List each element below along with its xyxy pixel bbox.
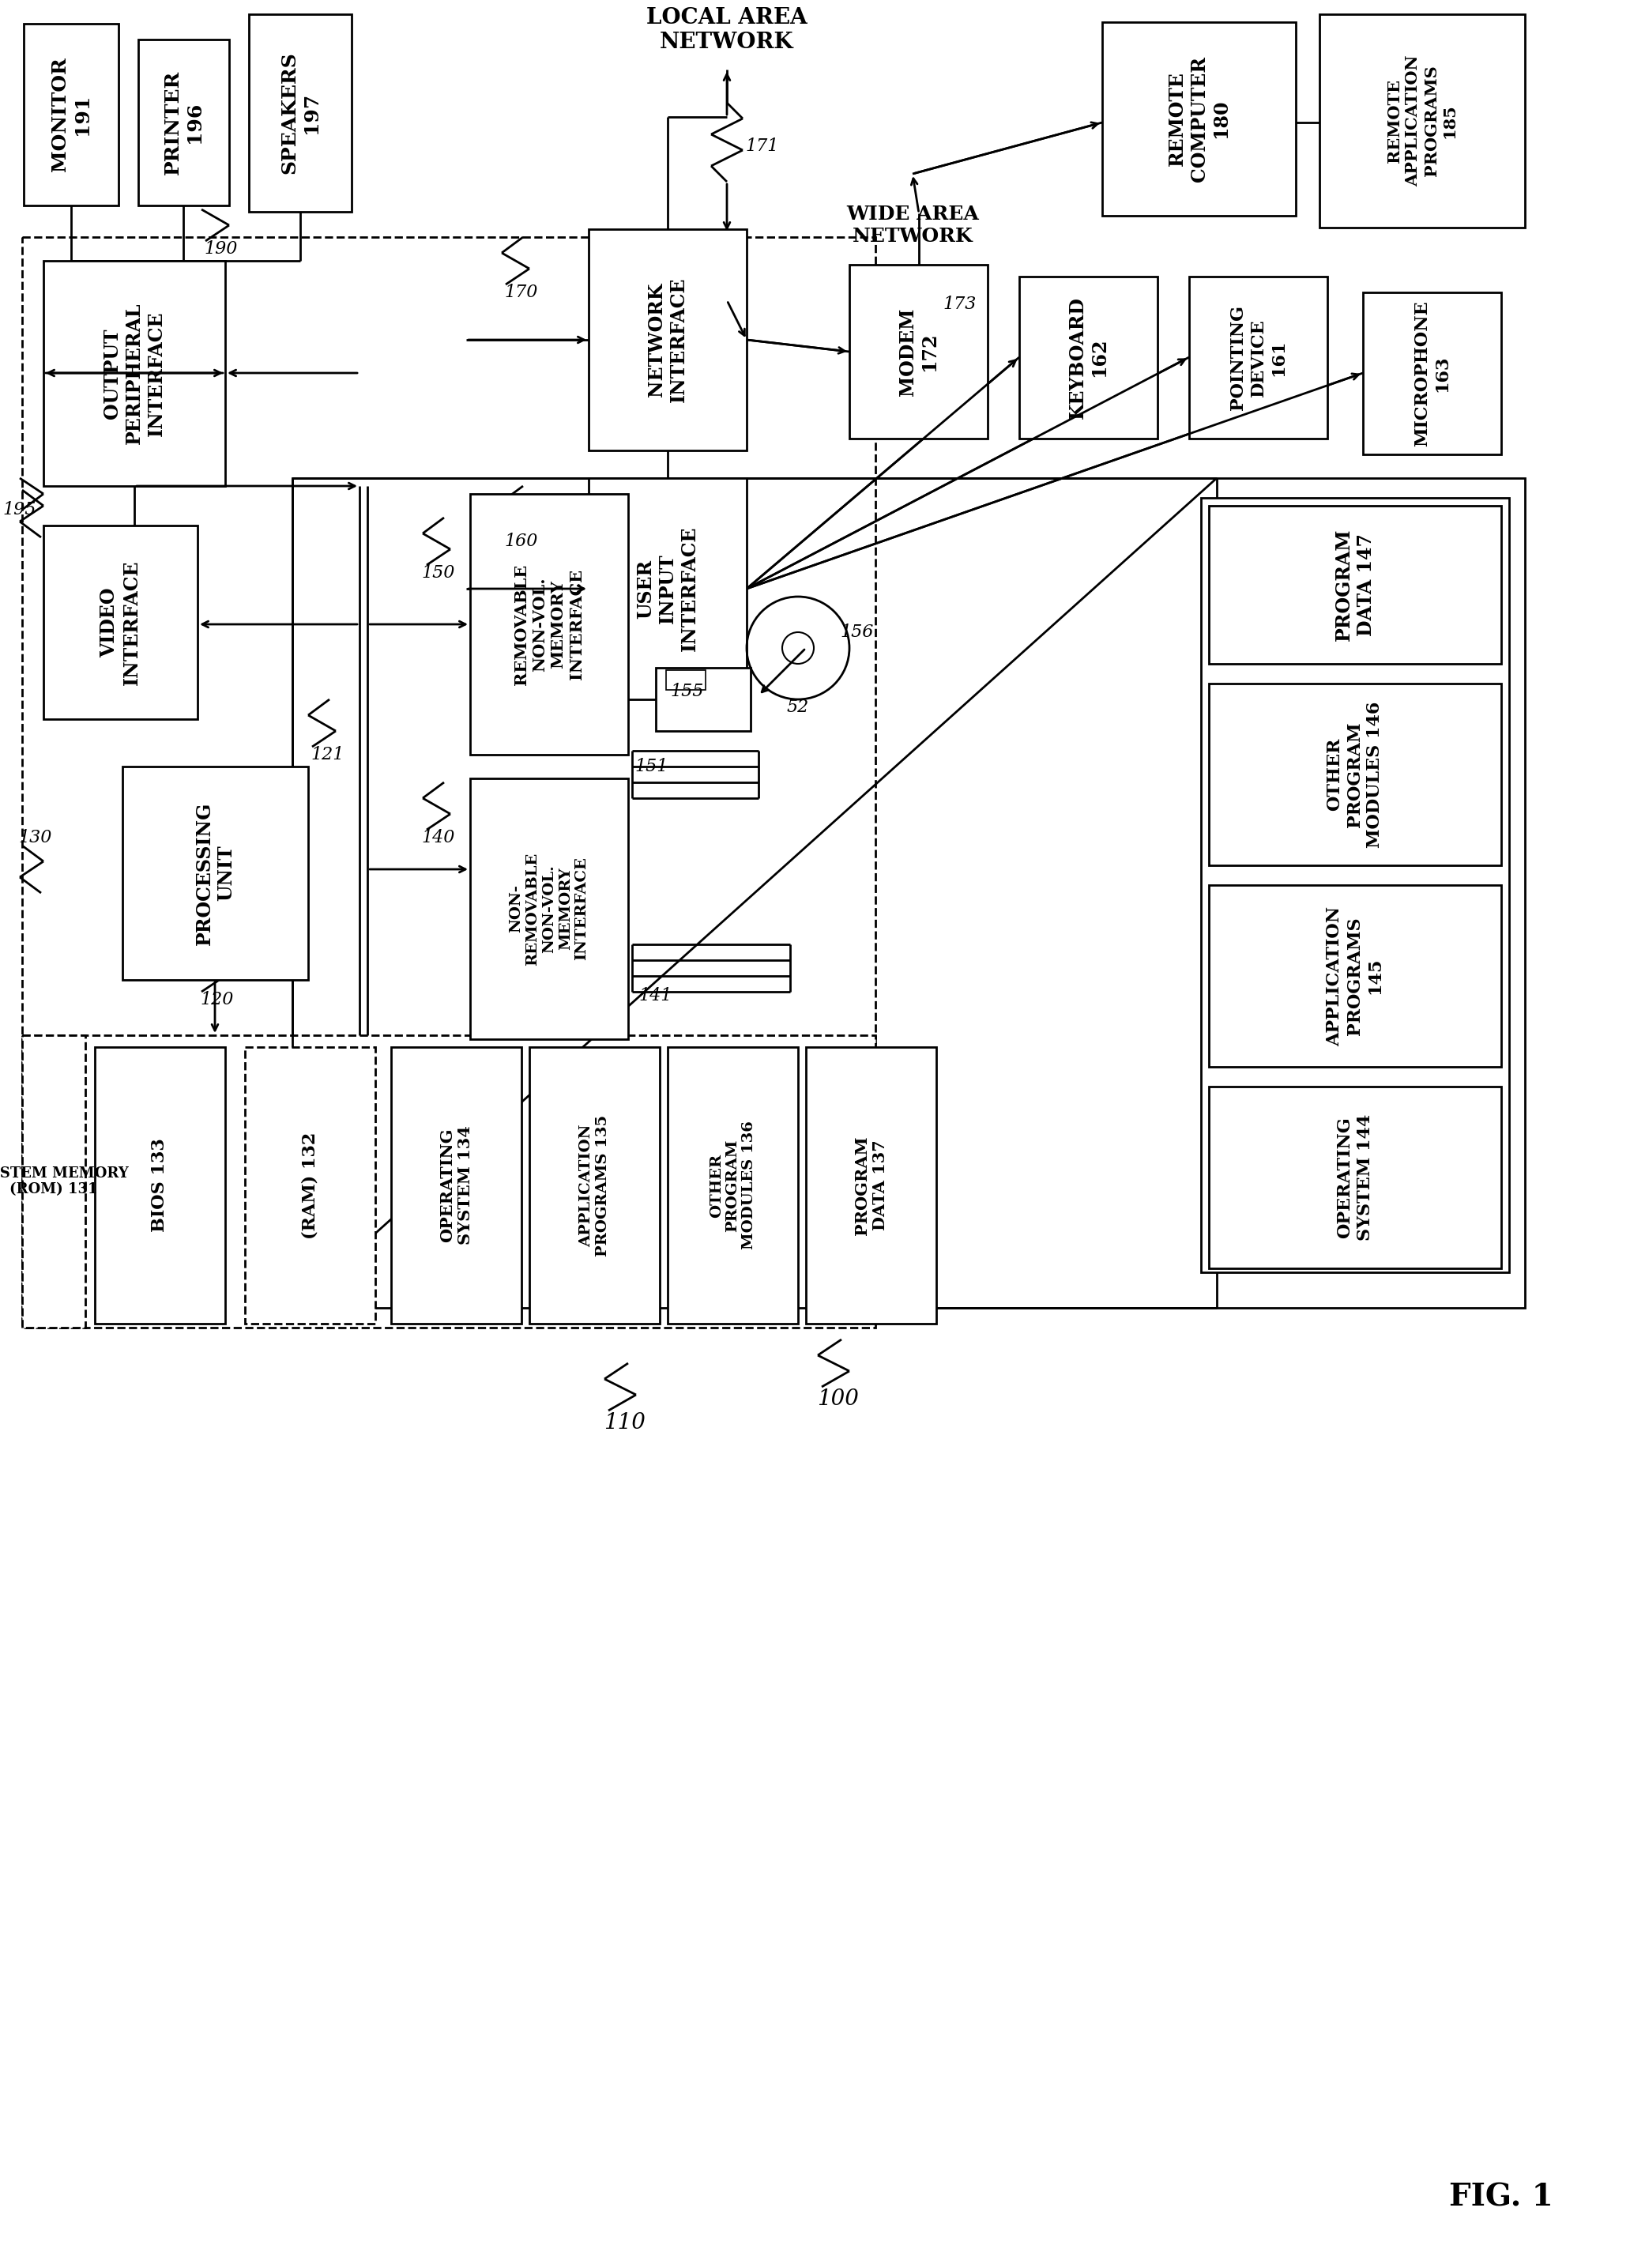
Text: USER
INPUT
INTERFACE: USER INPUT INTERFACE	[636, 526, 699, 651]
Bar	[1209, 885, 1501, 1066]
Text: 160: 160	[505, 533, 538, 551]
Text: MICROPHONE
163: MICROPHONE 163	[1413, 299, 1451, 447]
Bar	[1363, 293, 1501, 454]
Text: 130: 130	[20, 830, 52, 846]
Text: LOCAL AREA
NETWORK: LOCAL AREA NETWORK	[647, 7, 807, 52]
Text: SYSTEM MEMORY
(ROM) 131: SYSTEM MEMORY (ROM) 131	[0, 1166, 129, 1198]
Bar	[24, 23, 119, 206]
Bar	[1209, 506, 1501, 665]
Text: 190: 190	[204, 240, 238, 259]
Bar	[1201, 499, 1509, 1272]
Text: NON-
REMOVABLE
NON-VOL.
MEMORY
INTERFACE: NON- REMOVABLE NON-VOL. MEMORY INTERFACE	[509, 853, 588, 966]
Text: NETWORK
INTERFACE: NETWORK INTERFACE	[647, 277, 688, 401]
Text: 120: 120	[200, 991, 235, 1009]
Text: 156: 156	[841, 624, 874, 642]
Text: POINTING
DEVICE
161: POINTING DEVICE 161	[1229, 304, 1288, 411]
Bar	[1102, 23, 1296, 215]
Text: BIOS 133: BIOS 133	[152, 1139, 168, 1232]
Bar	[139, 39, 230, 206]
Text: 195: 195	[3, 501, 36, 519]
Text: 100: 100	[817, 1388, 859, 1408]
Bar	[244, 1048, 375, 1325]
Text: 141: 141	[639, 987, 673, 1005]
Text: 140: 140	[422, 830, 455, 846]
Text: SPEAKERS
197: SPEAKERS 197	[280, 52, 321, 175]
Text: PROGRAM
DATA 147: PROGRAM DATA 147	[1335, 528, 1376, 642]
Bar	[469, 778, 628, 1039]
Bar	[655, 667, 750, 730]
Text: PROCESSING
UNIT: PROCESSING UNIT	[196, 801, 236, 946]
Bar	[23, 238, 875, 1325]
Text: (RAM) 132: (RAM) 132	[302, 1132, 319, 1238]
Bar	[530, 1048, 660, 1325]
Bar	[23, 1034, 875, 1327]
Text: REMOVABLE
NON-VOL.
MEMORY
INTERFACE: REMOVABLE NON-VOL. MEMORY INTERFACE	[513, 565, 585, 685]
Text: OTHER
PROGRAM
MODULES 136: OTHER PROGRAM MODULES 136	[709, 1120, 756, 1250]
Text: OUTPUT
PERIPHERAL
INTERFACE: OUTPUT PERIPHERAL INTERFACE	[103, 302, 166, 445]
Text: PRINTER
196: PRINTER 196	[163, 70, 204, 175]
Text: 52: 52	[787, 699, 808, 717]
Text: REMOTE
APPLICATION
PROGRAMS
185: REMOTE APPLICATION PROGRAMS 185	[1387, 54, 1457, 186]
Text: 171: 171	[745, 138, 779, 154]
Bar	[391, 1048, 522, 1325]
Text: 110: 110	[603, 1411, 645, 1433]
Bar	[588, 229, 747, 451]
Bar	[292, 479, 1526, 1309]
Bar	[23, 1034, 85, 1327]
Text: REMOTE
COMPUTER
180: REMOTE COMPUTER 180	[1167, 57, 1231, 181]
Text: WIDE AREA
NETWORK: WIDE AREA NETWORK	[846, 204, 980, 245]
Bar	[805, 1048, 936, 1325]
Text: OPERATING
SYSTEM 144: OPERATING SYSTEM 144	[1337, 1114, 1374, 1241]
Bar	[1320, 14, 1526, 227]
Bar	[668, 1048, 799, 1325]
Bar	[44, 261, 225, 485]
Text: 150: 150	[422, 565, 455, 581]
Bar	[122, 767, 308, 980]
Text: 151: 151	[636, 758, 668, 776]
Text: MONITOR
191: MONITOR 191	[51, 57, 91, 172]
Bar	[95, 1048, 225, 1325]
Bar	[249, 14, 352, 211]
Text: OTHER
PROGRAM
MODULES 146: OTHER PROGRAM MODULES 146	[1327, 701, 1384, 848]
Text: APPLICATION
PROGRAMS
145: APPLICATION PROGRAMS 145	[1327, 905, 1384, 1046]
Text: PROGRAM
DATA 137: PROGRAM DATA 137	[854, 1136, 888, 1236]
Text: 155: 155	[670, 683, 704, 701]
Bar	[667, 669, 706, 689]
Text: APPLICATION
PROGRAMS 135: APPLICATION PROGRAMS 135	[579, 1114, 610, 1256]
Bar	[469, 494, 628, 755]
Bar	[44, 526, 197, 719]
Text: 173: 173	[944, 295, 976, 313]
Text: 121: 121	[311, 746, 344, 764]
Bar	[1190, 277, 1327, 438]
Text: OPERATING
SYSTEM 134: OPERATING SYSTEM 134	[438, 1125, 473, 1245]
Bar	[588, 479, 747, 699]
Bar	[1209, 683, 1501, 866]
Bar	[1209, 1086, 1501, 1268]
Bar	[849, 265, 988, 438]
Text: 170: 170	[505, 284, 538, 302]
Text: MODEM
172: MODEM 172	[898, 308, 939, 395]
Text: KEYBOARD
162: KEYBOARD 162	[1068, 297, 1108, 420]
Text: FIG. 1: FIG. 1	[1449, 2182, 1553, 2211]
Bar	[1019, 277, 1157, 438]
Text: VIDEO
INTERFACE: VIDEO INTERFACE	[99, 560, 140, 685]
